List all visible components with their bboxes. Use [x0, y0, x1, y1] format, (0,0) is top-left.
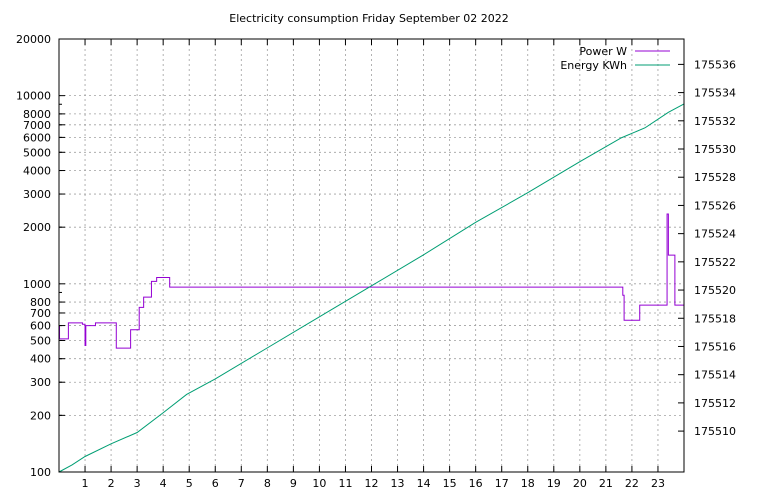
y2-tick-label: 175532 — [694, 115, 736, 128]
grid-layer — [59, 39, 684, 472]
x-tick-label: 22 — [625, 477, 639, 490]
y-tick-label: 20000 — [16, 33, 51, 46]
x-tick-label: 2 — [108, 477, 115, 490]
x-tick-label: 23 — [651, 477, 665, 490]
y-tick-label: 8000 — [23, 108, 51, 121]
y-tick-label: 7000 — [23, 119, 51, 132]
x-tick-label: 17 — [495, 477, 509, 490]
y-tick-label: 800 — [30, 296, 51, 309]
y2-tick-label: 175530 — [694, 143, 736, 156]
y2-tick-label: 175534 — [694, 87, 736, 100]
y2-tick-label: 175526 — [694, 199, 736, 212]
y-tick-label: 300 — [30, 376, 51, 389]
y2-tick-label: 175528 — [694, 171, 736, 184]
series-line-energy-kwh — [58, 103, 685, 473]
y2-tick-label: 175512 — [694, 397, 736, 410]
x-tick-label: 21 — [599, 477, 613, 490]
x-tick-label: 5 — [186, 477, 193, 490]
x-tick-label: 15 — [443, 477, 457, 490]
y2-tick-label: 175536 — [694, 58, 736, 71]
y2-tick-label: 175524 — [694, 228, 736, 241]
x-tick-label: 6 — [212, 477, 219, 490]
y-tick-label: 10000 — [16, 90, 51, 103]
y2-tick-label: 175514 — [694, 369, 736, 382]
x-tick-label: 10 — [312, 477, 326, 490]
y2-tick-label: 175520 — [694, 284, 736, 297]
x-tick-label: 14 — [417, 477, 431, 490]
x-tick-label: 20 — [573, 477, 587, 490]
y-tick-label: 400 — [30, 353, 51, 366]
series-line-power-w — [59, 213, 684, 349]
y-tick-label: 600 — [30, 320, 51, 333]
x-tick-label: 18 — [521, 477, 535, 490]
x-tick-label: 4 — [160, 477, 167, 490]
y-tick-label: 6000 — [23, 131, 51, 144]
y-tick-label: 500 — [30, 334, 51, 347]
series-layer — [58, 103, 685, 473]
x-tick-label: 8 — [264, 477, 271, 490]
x-tick-label: 1 — [82, 477, 89, 490]
x-tick-label: 9 — [290, 477, 297, 490]
y-tick-label: 200 — [30, 409, 51, 422]
y2-tick-label: 175522 — [694, 256, 736, 269]
x-tick-label: 11 — [338, 477, 352, 490]
x-tick-label: 3 — [134, 477, 141, 490]
x-tick-label: 7 — [238, 477, 245, 490]
y-tick-label: 700 — [30, 307, 51, 320]
y2-tick-label: 175510 — [694, 425, 736, 438]
x-tick-label: 19 — [547, 477, 561, 490]
y-tick-label: 1000 — [23, 278, 51, 291]
x-tick-label: 13 — [391, 477, 405, 490]
ticks-layer — [59, 38, 684, 473]
y-tick-label: 3000 — [23, 188, 51, 201]
y-tick-label: 4000 — [23, 165, 51, 178]
y-tick-label: 5000 — [23, 146, 51, 159]
legend-label: Power W — [579, 45, 627, 58]
x-tick-label: 12 — [365, 477, 379, 490]
labels-layer: 1 2 3 4 5 6 7 8 9 10 11 12 13 14 15 16 17 18 19 20 21 22 23100… — [16, 33, 736, 490]
y2-tick-label: 175516 — [694, 340, 736, 353]
legend-label: Energy KWh — [560, 59, 627, 72]
chart-title: Electricity consumption Friday September… — [229, 12, 508, 25]
y-tick-label: 2000 — [23, 221, 51, 234]
x-tick-label: 16 — [469, 477, 483, 490]
y-tick-label: 100 — [30, 466, 51, 479]
y2-tick-label: 175518 — [694, 312, 736, 325]
